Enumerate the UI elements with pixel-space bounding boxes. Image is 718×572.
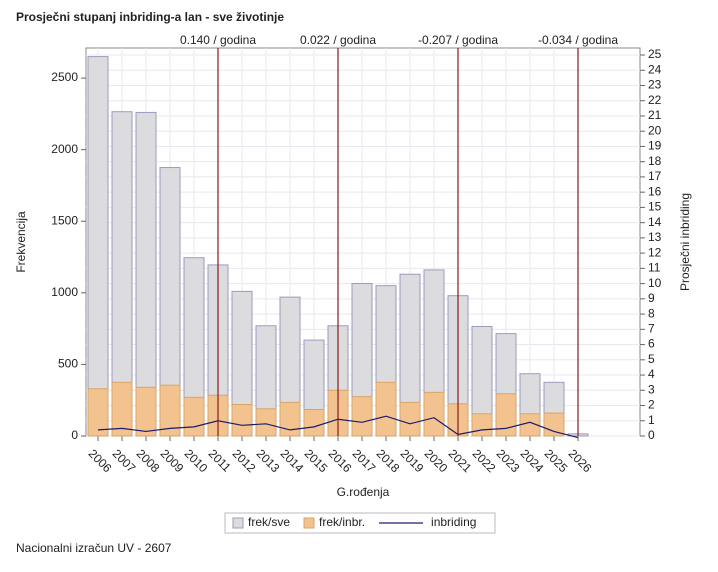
y-tick-label: 0: [71, 428, 78, 442]
x-tick-label: 2007: [110, 446, 139, 475]
reference-label: 0.140 / godina: [180, 33, 256, 47]
y2-tick-label: 10: [648, 276, 662, 290]
y2-tick-label: 6: [648, 337, 655, 351]
x-tick-label: 2014: [278, 446, 307, 475]
bar: [423, 391, 445, 437]
legend-label: frek/inbr.: [319, 515, 365, 529]
x-tick-label: 2023: [494, 446, 523, 475]
y2-tick-label: 14: [648, 215, 662, 229]
y2-tick-label: 17: [648, 169, 662, 183]
y2-tick-label: 0: [648, 428, 655, 442]
x-tick-label: 2022: [470, 446, 499, 475]
y2-tick-label: 4: [648, 367, 655, 381]
bar: [351, 396, 373, 437]
y-axis-label: Frekvencija: [14, 211, 28, 273]
y2-tick-label: 18: [648, 154, 662, 168]
y2-tick-label: 11: [648, 261, 661, 275]
bar: [471, 413, 493, 437]
y2-tick-label: 25: [648, 47, 662, 61]
y2-tick-label: 22: [648, 93, 662, 107]
legend-swatch: [232, 517, 244, 529]
x-tick-label: 2025: [542, 446, 571, 475]
y-tick-label: 1500: [51, 213, 78, 227]
y2-tick-label: 24: [648, 62, 662, 76]
y2-tick-label: 19: [648, 139, 662, 153]
legend-swatch: [303, 517, 315, 529]
y2-tick-label: 21: [648, 108, 662, 122]
y2-tick-label: 23: [648, 78, 662, 92]
bar: [111, 381, 133, 437]
x-tick-label: 2013: [254, 446, 283, 475]
y-tick-label: 500: [58, 357, 78, 371]
x-tick-label: 2021: [446, 446, 475, 475]
y2-tick-label: 8: [648, 306, 655, 320]
y2-tick-label: 7: [648, 321, 655, 335]
x-tick-label: 2024: [518, 446, 547, 475]
x-tick-label: 2026: [566, 446, 595, 475]
y2-tick-label: 2: [648, 398, 655, 412]
x-tick-label: 2012: [230, 446, 259, 475]
bar: [543, 412, 565, 437]
x-axis-label: G.rođenja: [337, 485, 390, 499]
y2-tick-label: 12: [648, 245, 662, 259]
x-tick-label: 2009: [158, 446, 187, 475]
bar: [159, 384, 181, 437]
bar: [183, 396, 205, 437]
chart-title: Prosječni stupanj inbriding-a lan - sve …: [16, 10, 284, 24]
y2-axis-label: Prosječni inbriding: [678, 193, 692, 291]
bar: [303, 409, 325, 437]
y2-tick-label: 3: [648, 382, 655, 396]
y2-tick-label: 1: [648, 413, 655, 427]
bar: [87, 56, 109, 437]
legend-label: frek/sve: [248, 515, 290, 529]
footnote: Nacionalni izračun UV - 2607: [16, 541, 172, 555]
y-tick-label: 2000: [51, 142, 78, 156]
x-tick-label: 2017: [350, 446, 379, 475]
x-tick-label: 2008: [134, 446, 163, 475]
bar: [495, 393, 517, 437]
x-tick-label: 2020: [422, 446, 451, 475]
y2-tick-label: 20: [648, 123, 662, 137]
bar: [375, 381, 397, 437]
x-tick-label: 2019: [398, 446, 427, 475]
y2-tick-label: 9: [648, 291, 655, 305]
bar: [87, 388, 109, 437]
reference-label: -0.034 / godina: [538, 33, 618, 47]
x-tick-label: 2010: [182, 446, 211, 475]
bar: [399, 401, 421, 437]
reference-label: -0.207 / godina: [418, 33, 498, 47]
legend-box: [224, 512, 496, 534]
bar: [255, 408, 277, 437]
y2-tick-label: 13: [648, 230, 662, 244]
y2-tick-label: 15: [648, 200, 662, 214]
bar: [135, 386, 157, 437]
x-tick-label: 2016: [326, 446, 355, 475]
y2-tick-label: 5: [648, 352, 655, 366]
bar: [231, 404, 253, 437]
y2-tick-label: 16: [648, 184, 662, 198]
legend-label: inbriding: [431, 515, 476, 529]
bar: [279, 401, 301, 437]
x-tick-label: 2018: [374, 446, 403, 475]
x-tick-label: 2011: [206, 446, 234, 474]
x-tick-label: 2006: [86, 446, 115, 475]
reference-label: 0.022 / godina: [300, 33, 376, 47]
y-tick-label: 2500: [51, 70, 78, 84]
y-tick-label: 1000: [51, 285, 78, 299]
x-tick-label: 2015: [302, 446, 331, 475]
